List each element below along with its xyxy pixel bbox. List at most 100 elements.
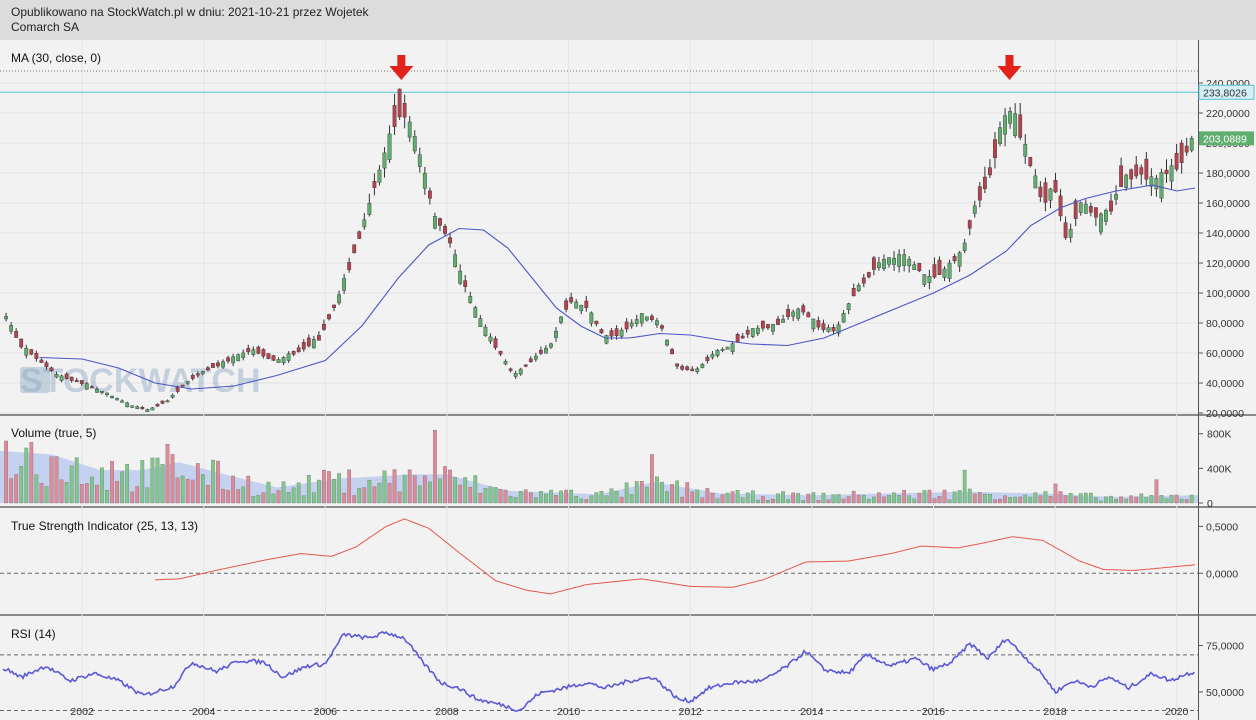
volume-bar: [846, 496, 851, 504]
candle-body: [755, 327, 760, 334]
volume-bar: [993, 499, 997, 504]
volume-bar: [1068, 493, 1073, 504]
volume-bar: [811, 492, 816, 504]
candle-body: [311, 339, 316, 349]
volume-bar: [125, 464, 130, 504]
volume-bar: [851, 490, 856, 504]
volume-bar: [715, 498, 720, 504]
volume-bar: [972, 493, 977, 504]
volume-bar: [877, 492, 881, 504]
candle-body: [629, 322, 634, 327]
candle-body: [241, 352, 246, 358]
candle-body: [352, 244, 357, 254]
volume-bar: [226, 490, 230, 504]
volume-bar: [155, 457, 160, 504]
volume-bar: [922, 490, 927, 504]
volume-bar: [306, 475, 311, 504]
volume-bar: [988, 494, 992, 504]
volume-bar: [286, 492, 291, 504]
candle-body: [660, 325, 664, 329]
candle-body: [720, 349, 725, 351]
candle-body: [988, 167, 992, 176]
candle-body: [79, 380, 84, 384]
candle-body: [332, 304, 336, 308]
volume-bar: [145, 487, 150, 504]
volume-bar: [367, 479, 372, 504]
candle-body: [649, 315, 654, 320]
volume-bar: [120, 471, 124, 504]
volume-bar: [458, 484, 463, 504]
candle-body: [296, 347, 301, 353]
candle-body: [1043, 182, 1048, 203]
volume-bar: [271, 493, 276, 504]
candle-body: [301, 342, 306, 350]
candle-body: [675, 363, 680, 367]
volume-bar: [518, 491, 523, 504]
volume-bar: [84, 483, 89, 504]
volume-bar: [569, 489, 574, 504]
volume-bar: [771, 498, 775, 504]
chart-background: [0, 40, 1256, 720]
candle-body: [281, 357, 286, 364]
candle-body: [528, 358, 533, 363]
tsi-tick-label: 0,5000: [1206, 521, 1238, 533]
candle-body: [730, 343, 735, 352]
candle-body: [84, 383, 89, 390]
volume-bar: [559, 490, 563, 504]
volume-bar: [160, 463, 165, 504]
volume-bar: [1058, 491, 1063, 504]
candle-body: [589, 312, 594, 324]
x-tick-label: 2016: [922, 706, 946, 718]
volume-bar: [821, 492, 826, 504]
volume-bar: [1179, 498, 1184, 504]
candle-body: [1159, 172, 1164, 199]
volume-bar: [745, 492, 750, 504]
volume-bar: [660, 481, 664, 504]
candle-body: [609, 330, 614, 337]
volume-bar: [564, 489, 568, 504]
candle-body: [1174, 153, 1179, 170]
volume-bar: [332, 479, 336, 504]
volume-bar: [231, 475, 235, 504]
candle-body: [836, 324, 841, 334]
volume-bar: [54, 456, 59, 504]
candle-body: [407, 121, 412, 138]
candle-body: [387, 133, 392, 160]
candle-body: [977, 186, 982, 201]
volume-bar: [786, 499, 790, 504]
volume-bar: [1063, 495, 1068, 504]
volume-bar: [392, 469, 397, 504]
candle-body: [750, 328, 755, 337]
volume-bar: [639, 481, 644, 504]
volume-bar: [357, 488, 362, 504]
candle-body: [513, 373, 518, 377]
volume-bar: [221, 488, 225, 504]
volume-bar: [523, 489, 528, 504]
candle-body: [236, 354, 241, 362]
candle-body: [286, 353, 291, 361]
candle-body: [518, 368, 523, 375]
x-tick-label: 2004: [192, 706, 216, 718]
candle-body: [443, 226, 447, 234]
candle-body: [902, 254, 907, 266]
candle-body: [1008, 111, 1013, 124]
candle-body: [140, 407, 145, 409]
candle-body: [1164, 169, 1169, 175]
volume-bar: [170, 454, 175, 504]
volume-bar: [100, 467, 104, 504]
volume-bar: [589, 495, 594, 504]
volume-bar: [311, 492, 316, 504]
volume-bar: [816, 500, 821, 504]
candle-body: [655, 320, 659, 326]
candle-body: [100, 390, 104, 393]
candle-body: [877, 262, 881, 269]
candle-body: [544, 347, 548, 354]
volume-bar: [59, 479, 64, 504]
candle-body: [579, 304, 584, 312]
volume-bar: [1184, 499, 1189, 504]
candle-body: [816, 320, 821, 328]
volume-bar: [927, 489, 932, 504]
candle-body: [39, 359, 44, 363]
candle-body: [927, 275, 932, 283]
volume-bar: [493, 487, 498, 504]
